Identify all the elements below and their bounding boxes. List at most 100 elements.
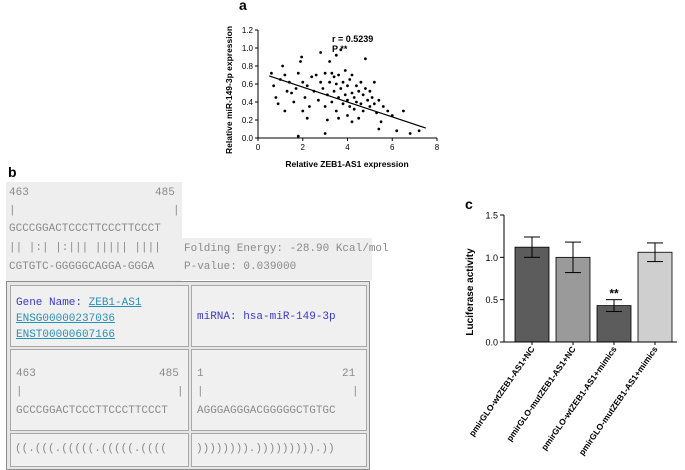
data-point <box>305 116 309 120</box>
gene-name-link[interactable]: ZEB1-AS1 <box>88 297 142 309</box>
x-tick-label: 4 <box>345 143 350 152</box>
y-ticks: 0.0 0.2 0.4 0.6 0.8 1.0 1.2 <box>242 26 258 143</box>
data-point <box>417 129 421 133</box>
alignment-start: 463 <box>9 187 29 199</box>
data-point <box>323 132 327 135</box>
data-point <box>300 55 304 59</box>
data-point <box>377 98 381 102</box>
data-point <box>334 82 338 86</box>
alignment-box <box>6 182 182 282</box>
y-axis-label: Relative miR-149-3p expression <box>224 26 234 154</box>
bar-chart: Luciferase activity 0.0 0.5 1.0 1.5 ** pmir… <box>465 211 677 457</box>
panel-label-b: b <box>8 164 17 180</box>
bar-series: ** <box>514 236 673 343</box>
mir-start: 1 <box>197 368 204 380</box>
data-point <box>346 84 349 88</box>
data-point <box>283 109 287 113</box>
data-point <box>310 75 314 79</box>
data-point <box>368 89 372 93</box>
data-point <box>334 53 338 57</box>
data-point <box>359 102 363 106</box>
data-point <box>301 80 305 84</box>
data-point <box>296 134 300 138</box>
mirna-name: miRNA: hsa-miR-149-3p <box>197 311 336 323</box>
data-point <box>372 102 376 106</box>
data-point <box>364 57 367 61</box>
bar <box>514 246 550 343</box>
data-point <box>364 87 367 90</box>
data-point <box>285 89 289 93</box>
data-point <box>377 127 381 131</box>
data-point <box>343 93 347 97</box>
scatter-points <box>270 48 421 138</box>
data-point <box>281 64 285 68</box>
y-tick-label: 1.2 <box>242 26 254 35</box>
folding-energy: Folding Energy: -28.90 Kcal/mol <box>184 243 389 255</box>
gene-cell: Gene Name: ZEB1-AS1 ENSG00000237036 ENST… <box>10 285 189 347</box>
data-point <box>370 96 374 99</box>
lnc-start: 463 <box>16 368 36 380</box>
mirna-seq-cell: 1 21 | | AGGGAGGGACGGGGGCTGTGC <box>191 349 367 431</box>
ensg-link[interactable]: ENSG00000237036 <box>16 313 116 325</box>
x-ticks: 0 2 4 6 8 <box>256 138 440 152</box>
bar-y-ticks: 0.0 0.5 1.0 1.5 <box>485 211 504 348</box>
data-point <box>346 98 349 102</box>
panel-label-a: a <box>239 0 247 13</box>
bar-y-tick-label: 1.0 <box>485 253 498 263</box>
data-point <box>308 105 311 108</box>
gene-name-label: Gene Name: <box>16 297 89 309</box>
data-point <box>330 71 334 75</box>
data-point <box>395 129 399 133</box>
alignment-bar-right: | <box>173 205 180 217</box>
y-tick-label: 0.0 <box>242 134 254 143</box>
panel-label-c: c <box>465 196 473 212</box>
data-point <box>321 87 325 90</box>
data-point <box>343 69 347 72</box>
enst-link[interactable]: ENST00000607166 <box>16 329 116 341</box>
data-point <box>341 80 345 84</box>
data-point <box>323 105 327 108</box>
data-point <box>299 60 302 63</box>
y-tick-label: 0.6 <box>242 80 254 89</box>
mirna-sequence: CGTGTC-GGGGGCAGGA-GGGA <box>9 261 155 273</box>
x-axis-label: Relative ZEB1-AS1 expression <box>285 159 408 169</box>
structure-right: )))))))).))))))))).)) <box>196 443 335 455</box>
data-point <box>317 98 320 102</box>
data-point <box>283 73 287 77</box>
x-tick-label: 2 <box>301 143 306 152</box>
bar-y-tick-label: 1.5 <box>485 211 498 221</box>
bar-y-tick-label: 0.0 <box>485 338 498 348</box>
data-point <box>270 71 273 75</box>
regression-line <box>268 75 427 129</box>
data-point <box>325 118 329 122</box>
x-tick-label: 0 <box>256 143 261 152</box>
lnc-end: 485 <box>159 368 179 380</box>
pairing-line: || |:| |:||| ||||| |||| <box>9 242 161 254</box>
mir-end: 21 <box>342 368 356 380</box>
data-point <box>350 120 354 124</box>
data-point <box>272 84 276 88</box>
data-point <box>386 109 390 113</box>
data-point <box>350 91 354 95</box>
lnc-bar-left: | <box>16 386 23 398</box>
bar-x-tick-label: pmirGLO-mutZEB1-AS1+mimics <box>577 344 660 457</box>
data-point <box>290 91 293 95</box>
data-point <box>337 73 340 77</box>
data-point <box>332 89 336 93</box>
bar-x-tick-labels: pmirGLO-wtZEB1-AS1+NCpmirGLO-mutZEB1-AS1… <box>467 342 660 457</box>
mir-bar-left: | <box>197 386 204 398</box>
x-tick-label: 6 <box>390 143 395 152</box>
data-point <box>334 109 338 113</box>
y-tick-label: 1.0 <box>242 44 254 53</box>
p-value: P-value: 0.039000 <box>184 261 297 273</box>
energy-box <box>182 238 372 280</box>
data-point <box>274 96 278 99</box>
data-point <box>348 105 352 108</box>
data-point <box>341 102 345 106</box>
data-point <box>328 80 331 84</box>
data-point <box>359 80 363 84</box>
data-point <box>296 71 300 75</box>
data-point <box>357 89 361 93</box>
data-point <box>328 60 331 63</box>
data-point <box>337 116 340 120</box>
